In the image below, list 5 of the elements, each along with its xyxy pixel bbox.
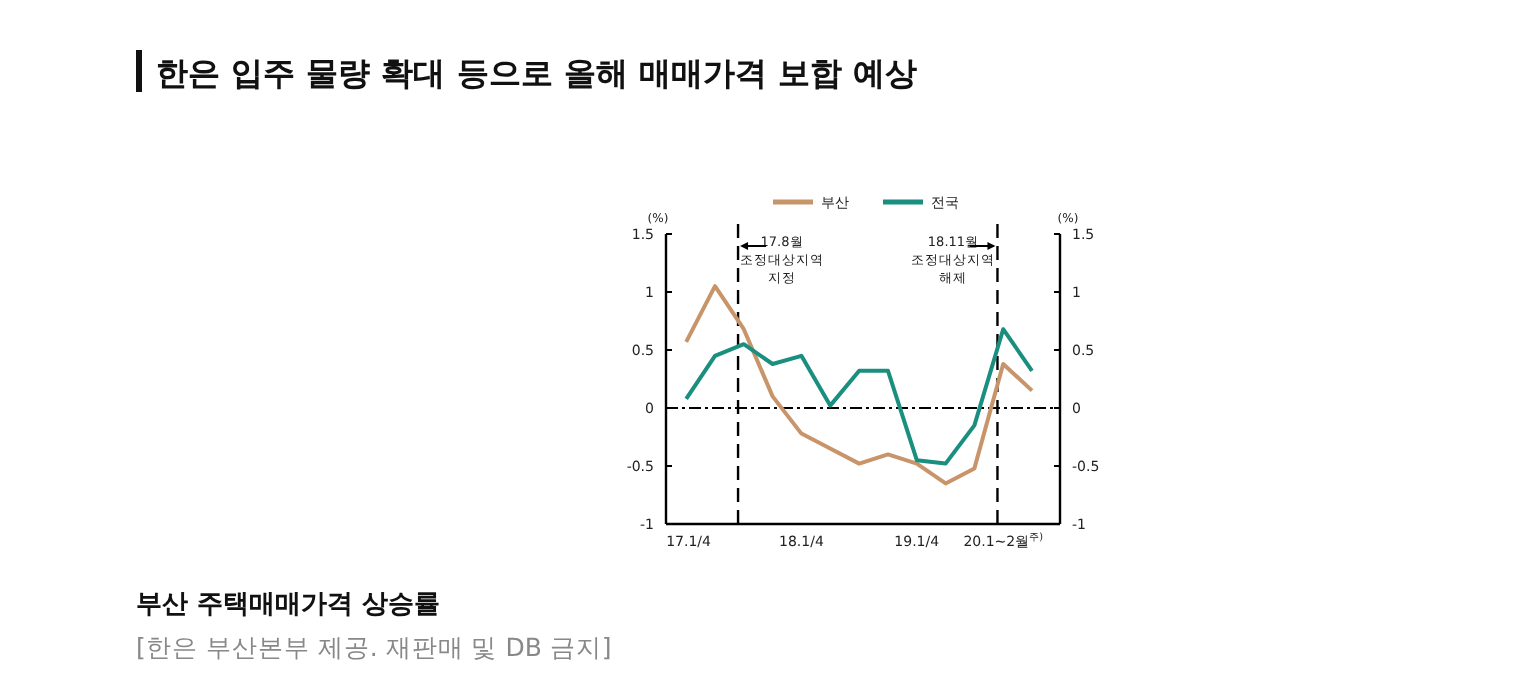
text: 부산 주택매매가격 상승률 bbox=[136, 590, 441, 620]
line-series bbox=[684, 327, 1034, 466]
chart-title: 한은 입주 물량 확대 등으로 올해 매매가격 보합 예상 bbox=[156, 54, 918, 92]
line-series bbox=[684, 284, 1034, 486]
text: [한은 부산본부 제공. 재판매 및 DB 금지] bbox=[136, 632, 612, 662]
